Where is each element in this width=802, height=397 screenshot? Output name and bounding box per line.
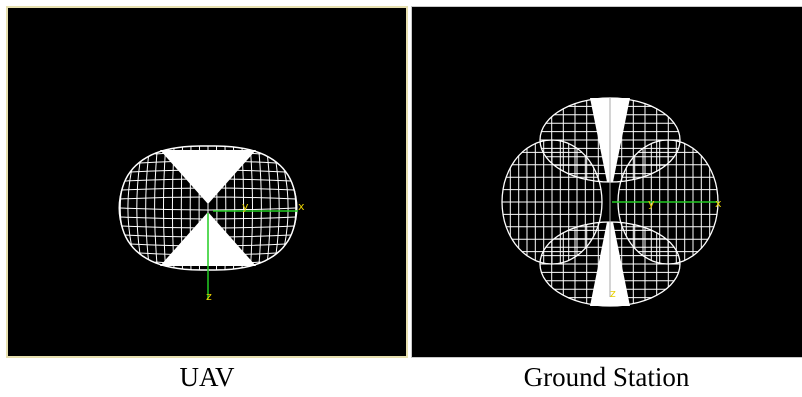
uav-z-label: z (206, 290, 212, 303)
wire-line (207, 153, 229, 203)
wire-line (267, 156, 271, 260)
wire-line (207, 153, 239, 203)
gs-y-label: y (648, 197, 655, 210)
wire-line (154, 152, 158, 264)
uav-pattern-panel: x y z (6, 6, 408, 358)
wire-line (118, 185, 124, 231)
wire-line (250, 149, 253, 267)
wire-line (275, 161, 280, 255)
uav-y-label: y (242, 200, 249, 213)
wire-line (207, 213, 219, 263)
ground-station-radiation-pattern: x y z (501, 97, 722, 307)
wire-line (207, 213, 229, 263)
ground-station-pattern-panel: x y z (411, 6, 802, 358)
wire-line (187, 213, 209, 263)
wire-line (284, 170, 289, 246)
uav-x-label: x (298, 200, 305, 213)
wire-line (292, 185, 298, 231)
wire-line (127, 170, 132, 246)
wire-line (163, 149, 166, 267)
wire-line (177, 213, 209, 263)
gs-z-label: z (610, 287, 616, 300)
wire-line (197, 153, 209, 203)
wire-line (207, 213, 239, 263)
wire-line (258, 152, 262, 264)
wire-line (187, 153, 209, 203)
wire-line (177, 153, 209, 203)
ground-station-wireframe (501, 97, 719, 307)
uav-radiation-pattern: x y z (118, 145, 305, 303)
wire-line (171, 147, 175, 269)
wire-line (145, 156, 149, 260)
wire-line (136, 161, 141, 255)
ground-station-caption: Ground Station (523, 362, 690, 392)
wire-line (207, 153, 219, 203)
wire-line (197, 213, 209, 263)
uav-caption: UAV (179, 362, 235, 392)
gs-x-label: x (715, 197, 722, 210)
